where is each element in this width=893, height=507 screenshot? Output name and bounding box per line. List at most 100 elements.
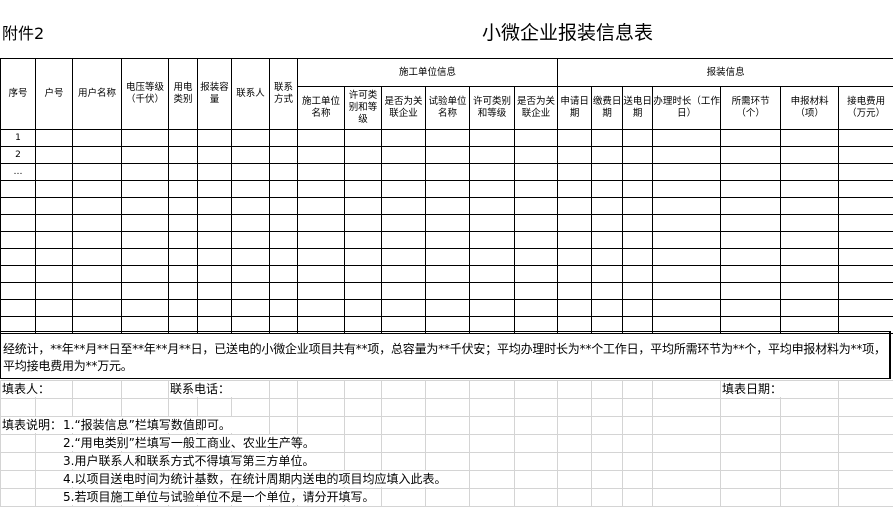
grid-cell[interactable] xyxy=(298,399,345,417)
table-cell[interactable] xyxy=(232,266,270,283)
table-cell[interactable] xyxy=(198,283,232,300)
table-cell[interactable] xyxy=(653,147,721,164)
table-cell[interactable] xyxy=(345,283,382,300)
grid-cell[interactable] xyxy=(653,489,721,507)
table-cell[interactable] xyxy=(623,198,653,215)
table-cell[interactable] xyxy=(232,198,270,215)
table-cell[interactable] xyxy=(426,147,470,164)
table-cell[interactable] xyxy=(721,130,781,147)
table-cell[interactable] xyxy=(839,232,893,249)
grid-cell[interactable] xyxy=(558,417,592,435)
table-cell[interactable] xyxy=(270,130,298,147)
table-cell[interactable] xyxy=(515,266,558,283)
table-cell[interactable] xyxy=(721,215,781,232)
table-cell[interactable] xyxy=(623,181,653,198)
table-cell[interactable] xyxy=(558,266,592,283)
table-cell[interactable] xyxy=(721,283,781,300)
table-cell[interactable] xyxy=(623,164,653,181)
grid-cell[interactable] xyxy=(721,489,781,507)
table-cell[interactable] xyxy=(623,147,653,164)
table-cell[interactable] xyxy=(270,215,298,232)
table-cell[interactable] xyxy=(122,198,169,215)
grid-cell[interactable] xyxy=(781,453,839,471)
grid-cell[interactable] xyxy=(382,453,426,471)
table-cell[interactable] xyxy=(470,181,515,198)
table-cell[interactable] xyxy=(169,130,198,147)
grid-cell[interactable] xyxy=(232,417,270,435)
table-cell[interactable] xyxy=(122,249,169,266)
table-cell[interactable] xyxy=(198,130,232,147)
grid-cell[interactable] xyxy=(73,381,122,399)
table-cell[interactable] xyxy=(623,266,653,283)
table-cell[interactable] xyxy=(298,130,345,147)
grid-cell[interactable] xyxy=(1,435,36,453)
grid-cell[interactable] xyxy=(781,381,839,399)
table-cell[interactable] xyxy=(592,300,623,317)
table-cell[interactable] xyxy=(515,215,558,232)
table-cell[interactable] xyxy=(470,232,515,249)
grid-cell[interactable] xyxy=(781,435,839,453)
grid-cell[interactable] xyxy=(623,417,653,435)
table-cell[interactable] xyxy=(781,147,839,164)
table-cell[interactable] xyxy=(426,198,470,215)
table-cell[interactable] xyxy=(36,164,73,181)
table-cell[interactable] xyxy=(470,300,515,317)
table-cell[interactable] xyxy=(298,249,345,266)
table-cell[interactable] xyxy=(298,300,345,317)
grid-cell[interactable] xyxy=(122,381,169,399)
table-cell[interactable] xyxy=(426,249,470,266)
table-cell[interactable] xyxy=(382,215,426,232)
table-cell[interactable] xyxy=(470,164,515,181)
table-cell[interactable] xyxy=(270,164,298,181)
table-cell[interactable] xyxy=(558,147,592,164)
table-cell[interactable] xyxy=(592,147,623,164)
table-cell[interactable] xyxy=(781,215,839,232)
table-cell[interactable] xyxy=(653,283,721,300)
grid-cell[interactable] xyxy=(592,471,623,489)
table-cell[interactable] xyxy=(592,164,623,181)
table-cell[interactable] xyxy=(426,232,470,249)
grid-cell[interactable] xyxy=(623,453,653,471)
table-cell[interactable] xyxy=(623,300,653,317)
table-cell[interactable] xyxy=(36,130,73,147)
grid-cell[interactable] xyxy=(653,381,721,399)
table-cell[interactable] xyxy=(122,283,169,300)
table-cell[interactable] xyxy=(382,164,426,181)
table-cell[interactable] xyxy=(839,249,893,266)
grid-cell[interactable] xyxy=(558,435,592,453)
table-cell[interactable] xyxy=(73,198,122,215)
table-cell[interactable] xyxy=(298,181,345,198)
grid-cell[interactable] xyxy=(382,399,426,417)
table-cell[interactable] xyxy=(198,181,232,198)
table-cell[interactable] xyxy=(36,147,73,164)
table-cell[interactable] xyxy=(721,198,781,215)
grid-cell[interactable] xyxy=(470,471,515,489)
table-cell[interactable] xyxy=(426,181,470,198)
table-cell[interactable] xyxy=(73,164,122,181)
grid-cell[interactable] xyxy=(1,489,36,507)
table-cell[interactable] xyxy=(73,130,122,147)
row-seq-cell[interactable] xyxy=(1,249,36,266)
grid-cell[interactable] xyxy=(623,489,653,507)
grid-cell[interactable] xyxy=(270,417,298,435)
grid-cell[interactable] xyxy=(839,399,893,417)
grid-cell[interactable] xyxy=(515,417,558,435)
table-cell[interactable] xyxy=(232,147,270,164)
table-cell[interactable] xyxy=(198,198,232,215)
table-cell[interactable] xyxy=(839,147,893,164)
table-cell[interactable] xyxy=(623,283,653,300)
table-cell[interactable] xyxy=(298,164,345,181)
grid-cell[interactable] xyxy=(73,399,122,417)
grid-cell[interactable] xyxy=(270,399,298,417)
table-cell[interactable] xyxy=(232,249,270,266)
row-seq-cell[interactable] xyxy=(1,266,36,283)
table-cell[interactable] xyxy=(122,300,169,317)
table-cell[interactable] xyxy=(426,266,470,283)
table-cell[interactable] xyxy=(839,283,893,300)
table-cell[interactable] xyxy=(36,266,73,283)
row-seq-cell[interactable] xyxy=(1,300,36,317)
table-cell[interactable] xyxy=(122,130,169,147)
table-cell[interactable] xyxy=(270,249,298,266)
table-cell[interactable] xyxy=(721,147,781,164)
grid-cell[interactable] xyxy=(781,399,839,417)
